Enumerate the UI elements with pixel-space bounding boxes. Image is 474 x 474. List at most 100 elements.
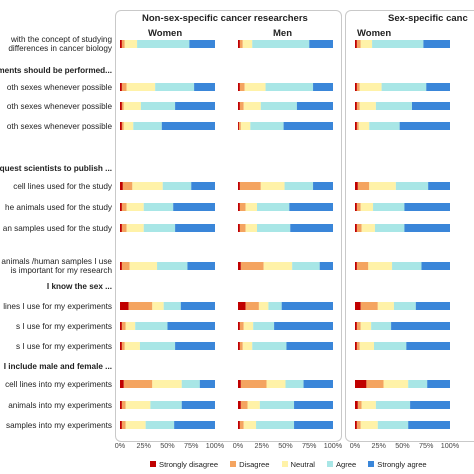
bar-segment xyxy=(175,102,215,110)
legend-label: Strongly agree xyxy=(377,459,427,469)
bar-segment xyxy=(132,182,163,190)
bar-segment xyxy=(296,102,333,110)
bar-segment xyxy=(121,262,130,270)
panel-title-sex-specific: Sex-specific canc xyxy=(388,13,468,24)
bar-segment xyxy=(180,302,215,310)
bar-segment xyxy=(408,380,428,388)
bar-segment xyxy=(238,122,241,130)
group-title-men: Men xyxy=(273,28,292,39)
bar-segment xyxy=(428,182,450,190)
bar-segment xyxy=(238,342,240,350)
bar-segment xyxy=(360,203,374,211)
bar-segment xyxy=(359,102,376,110)
x-tick-label: 0% xyxy=(350,441,361,450)
bar-segment xyxy=(355,380,367,388)
bar-segment xyxy=(406,342,450,350)
bar-segment xyxy=(133,122,162,130)
bar-segment xyxy=(238,224,240,232)
bar-segment xyxy=(356,102,360,110)
bar-segment xyxy=(355,342,357,350)
bar-segment xyxy=(122,182,133,190)
bar-segment xyxy=(355,224,357,232)
bar-segment xyxy=(239,342,243,350)
bar-segment xyxy=(120,380,124,388)
bar-segment xyxy=(238,40,240,48)
bar-segment xyxy=(408,421,450,429)
x-tick-label: 50% xyxy=(278,441,293,450)
x-tick-label: 25% xyxy=(372,441,387,450)
bar-segment xyxy=(355,302,361,310)
legend-swatch xyxy=(326,461,333,467)
bar-segment xyxy=(257,203,290,211)
row-label: an samples used for the study xyxy=(2,223,112,233)
bar-segment xyxy=(125,421,146,429)
bar-segment xyxy=(355,40,357,48)
bar-segment xyxy=(121,40,125,48)
bar-segment xyxy=(313,182,333,190)
bar-segment xyxy=(415,302,450,310)
bar-segment xyxy=(199,380,215,388)
bar-segment xyxy=(239,102,244,110)
bar-segment xyxy=(294,401,333,409)
bar-segment xyxy=(239,182,261,190)
row-group-header: equest scientists to publish ... xyxy=(0,163,112,173)
bar-segment xyxy=(260,102,297,110)
row-label: s I use for my experiments xyxy=(15,341,112,351)
x-tick-label: 100% xyxy=(441,441,460,450)
panel-title-non-sex-specific: Non-sex-specific cancer researchers xyxy=(142,13,308,24)
bar-segment xyxy=(355,262,357,270)
bar-segment xyxy=(412,102,450,110)
bar-segment xyxy=(126,83,156,91)
bar-segment xyxy=(247,401,260,409)
bar-segment xyxy=(360,421,378,429)
bar-segment xyxy=(242,342,253,350)
bar-segment xyxy=(250,122,284,130)
chart-legend: Strongly disagree Disagree Neutral Agree Str… xyxy=(150,458,427,470)
row-label: animals into my experiments xyxy=(8,400,112,410)
bar-segment xyxy=(238,401,241,409)
bar-segment xyxy=(155,83,195,91)
bar-segment xyxy=(268,302,282,310)
bar-segment xyxy=(238,262,241,270)
bar-segment xyxy=(240,262,264,270)
bar-segment xyxy=(356,83,360,91)
bar-segment xyxy=(289,203,333,211)
row-label: he animals used for the study xyxy=(5,202,112,212)
bar-segment xyxy=(239,224,246,232)
bar-segment xyxy=(252,342,287,350)
bar-segment xyxy=(167,322,215,330)
bar-segment xyxy=(368,262,393,270)
bar-segment xyxy=(355,401,358,409)
bar-segment xyxy=(245,203,257,211)
bar-segment xyxy=(426,83,450,91)
bar-segment xyxy=(355,203,357,211)
bar-segment xyxy=(121,322,126,330)
bar-segment xyxy=(121,421,126,429)
bar-segment xyxy=(356,122,359,130)
bar-segment xyxy=(355,122,357,130)
bar-segment xyxy=(355,102,357,110)
bar-segment xyxy=(128,302,153,310)
legend-label: Neutral xyxy=(290,459,315,469)
bar-segment xyxy=(120,224,122,232)
x-tick-label: 25% xyxy=(255,441,270,450)
row-label: oth sexes whenever possible xyxy=(6,82,112,92)
bar-segment xyxy=(357,182,370,190)
bar-segment xyxy=(258,302,269,310)
bar-segment xyxy=(126,224,144,232)
bar-segment xyxy=(120,122,122,130)
bar-segment xyxy=(137,40,190,48)
bar-segment xyxy=(121,203,127,211)
bar-segment xyxy=(355,322,357,330)
bar-segment xyxy=(121,401,126,409)
bar-segment xyxy=(175,224,215,232)
bar-segment xyxy=(243,421,257,429)
bar-segment xyxy=(238,421,240,429)
bar-segment xyxy=(309,40,333,48)
bar-segment xyxy=(120,102,122,110)
bar-segment xyxy=(194,83,215,91)
bar-segment xyxy=(162,182,192,190)
bar-segment xyxy=(356,322,361,330)
bar-segment xyxy=(120,342,122,350)
bar-segment xyxy=(375,102,412,110)
